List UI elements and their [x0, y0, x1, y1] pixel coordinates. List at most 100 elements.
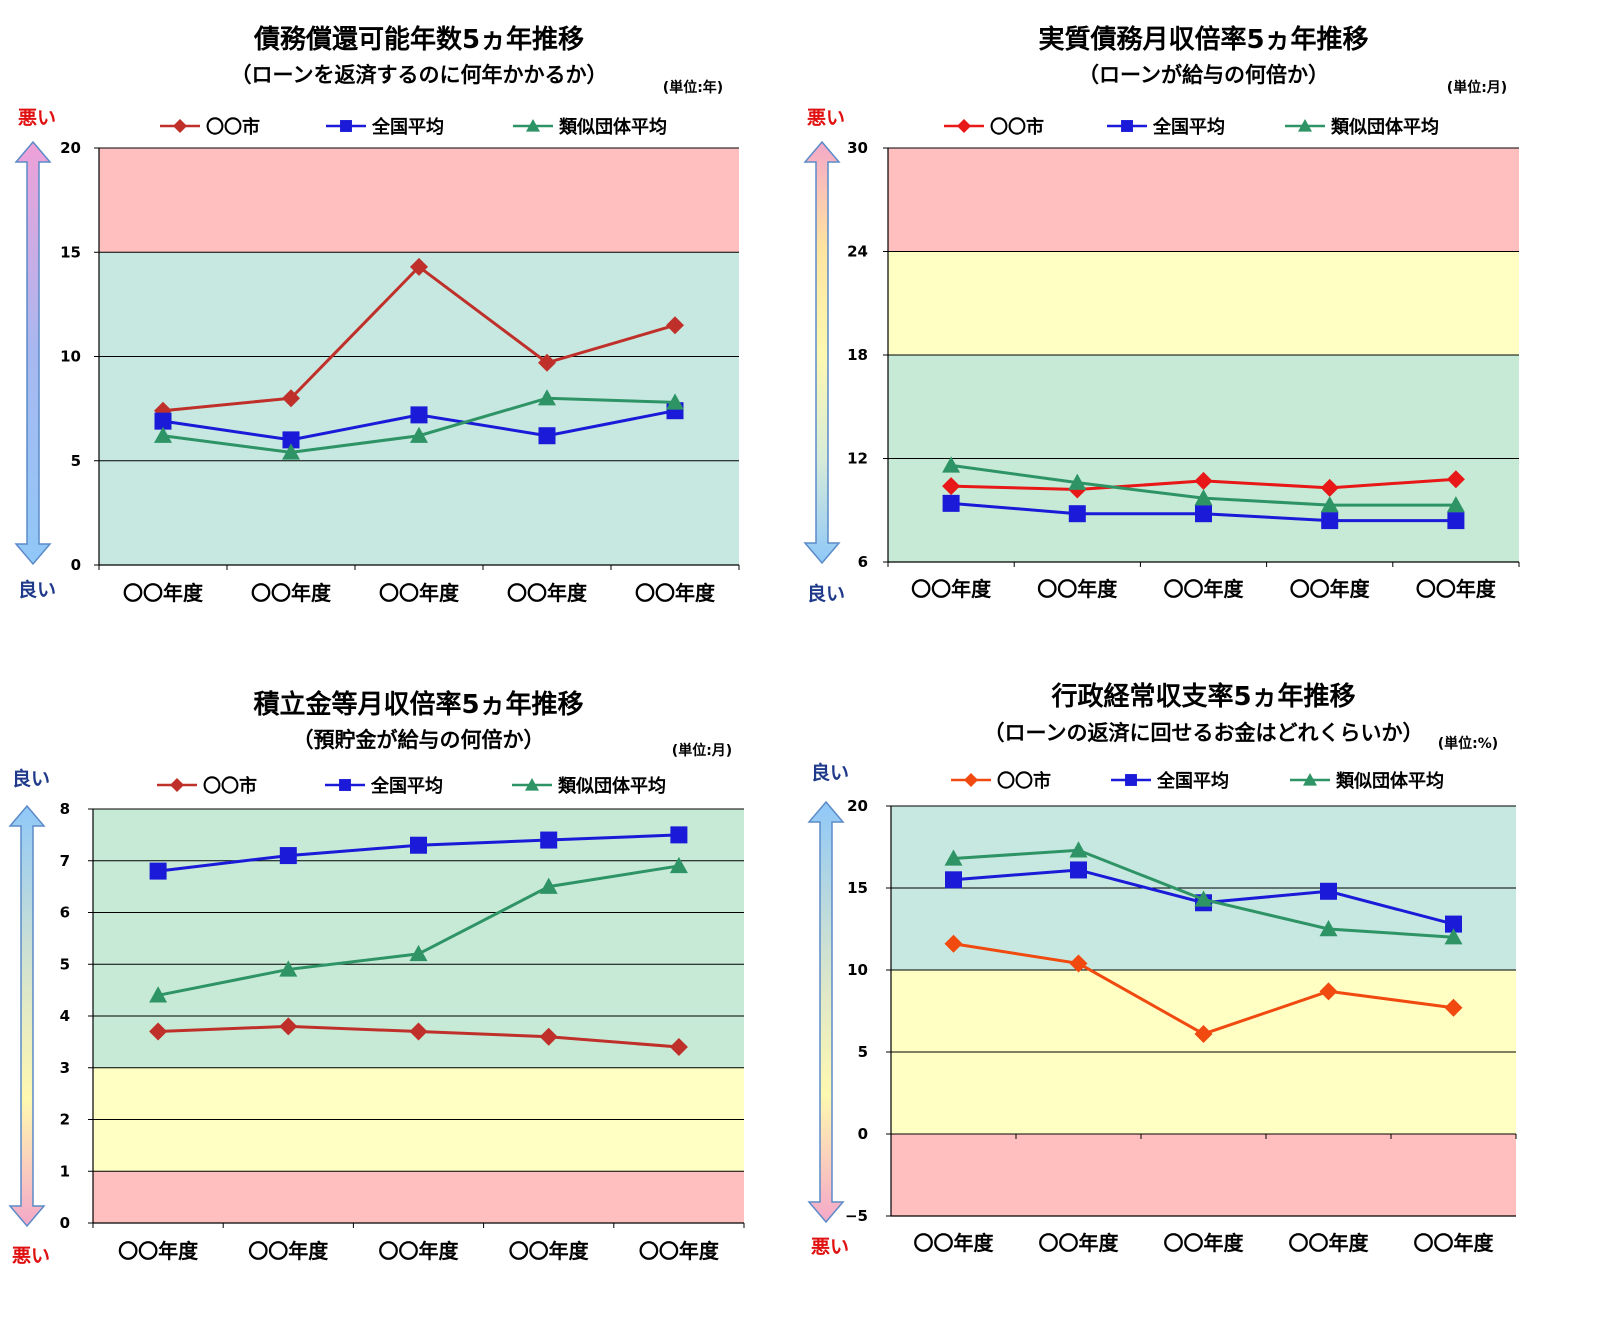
legend-label: 類似団体平均: [558, 116, 667, 138]
band-0: [891, 1134, 1516, 1216]
data-point: [282, 431, 300, 449]
y-tick-label: 15: [847, 879, 868, 897]
data-point: [409, 1022, 428, 1041]
y-tick-label: −5: [845, 1207, 868, 1225]
data-point: [944, 934, 963, 953]
data-point: [279, 1017, 298, 1036]
y-tick-label: 6: [858, 553, 868, 571]
data-point: [1194, 890, 1213, 907]
y-tick-label: 24: [847, 243, 868, 261]
x-tick-label: 〇〇年度: [1414, 1231, 1495, 1255]
x-tick-label: 〇〇年度: [1039, 1231, 1120, 1255]
data-point: [154, 426, 172, 443]
chart-debt-repayment-years: 0 5 10 15 20 〇〇年度 〇〇年度 〇〇年度 〇〇年度 〇〇年度 債務償還可能年数5ヵ年推…: [0, 0, 800, 670]
y-tick-label: 30: [847, 139, 868, 157]
y-tick-label: 0: [71, 556, 81, 574]
data-point: [1319, 982, 1338, 1001]
data-point: [1069, 841, 1088, 858]
legend-marker-icon: [339, 779, 351, 791]
data-point: [538, 353, 556, 372]
unit-label: (単位:年): [663, 79, 723, 96]
data-point: [149, 986, 168, 1003]
band-2: [888, 148, 1519, 252]
data-point: [1070, 861, 1087, 879]
data-point: [1068, 473, 1087, 490]
legend-label: 〇〇市: [997, 770, 1051, 792]
data-point: [1068, 505, 1086, 523]
data-point: [942, 494, 960, 512]
data-point: [1195, 505, 1212, 523]
y-tick-label: 4: [60, 1007, 70, 1025]
x-tick-label: 〇〇年度: [1289, 1231, 1370, 1255]
chart-real-debt-monthly-ratio: 6 12 18 24 30 〇〇年度 〇〇年度 〇〇年度 〇〇年度 〇〇年度 実質債務月収倍率5ヵ年…: [800, 0, 1600, 670]
legend-label: 全国平均: [371, 116, 444, 138]
band-1: [99, 148, 739, 253]
band-1: [888, 251, 1519, 355]
x-tick-label: 〇〇年度: [123, 581, 204, 605]
legend-label: 類似団体平均: [557, 775, 666, 797]
chart-subtitle: （ローンを返済するのに何年かかるか）: [231, 63, 608, 87]
data-point: [154, 412, 172, 430]
data-point: [1320, 478, 1339, 497]
chart-subtitle: （ローンの返済に回せるお金はどれくらいか）: [984, 721, 1424, 745]
legend-label: 全国平均: [1156, 770, 1229, 792]
top-quality-label: 悪い: [18, 107, 56, 129]
legend-label: 類似団体平均: [1335, 770, 1444, 792]
data-point: [282, 389, 300, 408]
x-tick-label: 〇〇年度: [1037, 577, 1118, 601]
data-point: [945, 871, 962, 889]
data-point: [1444, 998, 1463, 1017]
data-point: [944, 849, 963, 866]
x-tick-label: 〇〇年度: [1416, 577, 1497, 601]
y-tick-label: 5: [858, 1043, 868, 1061]
legend-label: 〇〇市: [990, 116, 1044, 138]
unit-label: (単位:月): [1447, 79, 1507, 96]
legend-marker-icon: [964, 773, 978, 787]
x-tick-label: 〇〇年度: [1164, 1231, 1245, 1255]
x-tick-label: 〇〇年度: [379, 1239, 460, 1263]
y-tick-label: 10: [847, 961, 868, 979]
y-tick-label: 2: [60, 1111, 70, 1129]
data-point: [279, 960, 298, 977]
band-0: [93, 1171, 744, 1223]
legend-marker-icon: [1121, 120, 1133, 132]
x-tick-label: 〇〇年度: [248, 1239, 329, 1263]
data-point: [538, 389, 556, 406]
chart-svg: 0 1 2 3 4 5 6 7 8 〇〇年度 〇〇年度 〇〇年度 〇〇年度 〇〇年度 積立金等月収倍率5ヵ年…: [8, 689, 745, 1267]
data-point: [149, 1022, 168, 1041]
top-quality-label: 良い: [12, 767, 50, 790]
x-tick-label: 〇〇年度: [118, 1239, 199, 1263]
data-point: [1320, 882, 1337, 900]
y-tick-label: 12: [847, 450, 868, 468]
x-tick-label: 〇〇年度: [911, 577, 992, 601]
y-tick-label: 10: [60, 348, 81, 366]
data-point: [149, 862, 167, 880]
data-point: [1321, 512, 1339, 530]
data-point: [539, 877, 558, 894]
data-point: [410, 836, 427, 854]
legend-label: 全国平均: [370, 775, 443, 797]
legend-marker-icon: [170, 778, 184, 792]
data-point: [282, 443, 300, 460]
data-point: [279, 847, 297, 865]
chart-svg: 6 12 18 24 30 〇〇年度 〇〇年度 〇〇年度 〇〇年度 〇〇年度 実質債務月収倍率5ヵ年…: [803, 24, 1520, 605]
legend-marker-icon: [340, 120, 352, 132]
y-tick-label: 6: [60, 904, 70, 922]
x-tick-label: 〇〇年度: [1290, 577, 1371, 601]
legend-marker-icon: [173, 119, 187, 133]
y-tick-label: 7: [60, 852, 70, 870]
data-point: [1194, 489, 1213, 506]
legend-marker-icon: [1298, 119, 1312, 132]
legend-label: 〇〇市: [206, 116, 260, 138]
chart-subtitle: （ローンが給与の何倍か）: [1078, 63, 1329, 87]
data-point: [539, 1027, 558, 1046]
top-quality-label: 悪い: [807, 107, 845, 129]
x-tick-label: 〇〇年度: [1164, 577, 1245, 601]
chart-reserve-monthly-ratio: 0 1 2 3 4 5 6 7 8 〇〇年度 〇〇年度 〇〇年度 〇〇年度 〇〇年度 積立金等月収倍率5ヵ年…: [0, 670, 800, 1340]
y-tick-label: 15: [60, 243, 81, 261]
data-point: [666, 393, 684, 410]
data-point: [538, 427, 556, 445]
y-tick-label: 3: [60, 1059, 70, 1077]
quality-double-arrow-icon: [803, 140, 841, 565]
quality-double-arrow-icon: [14, 140, 52, 566]
